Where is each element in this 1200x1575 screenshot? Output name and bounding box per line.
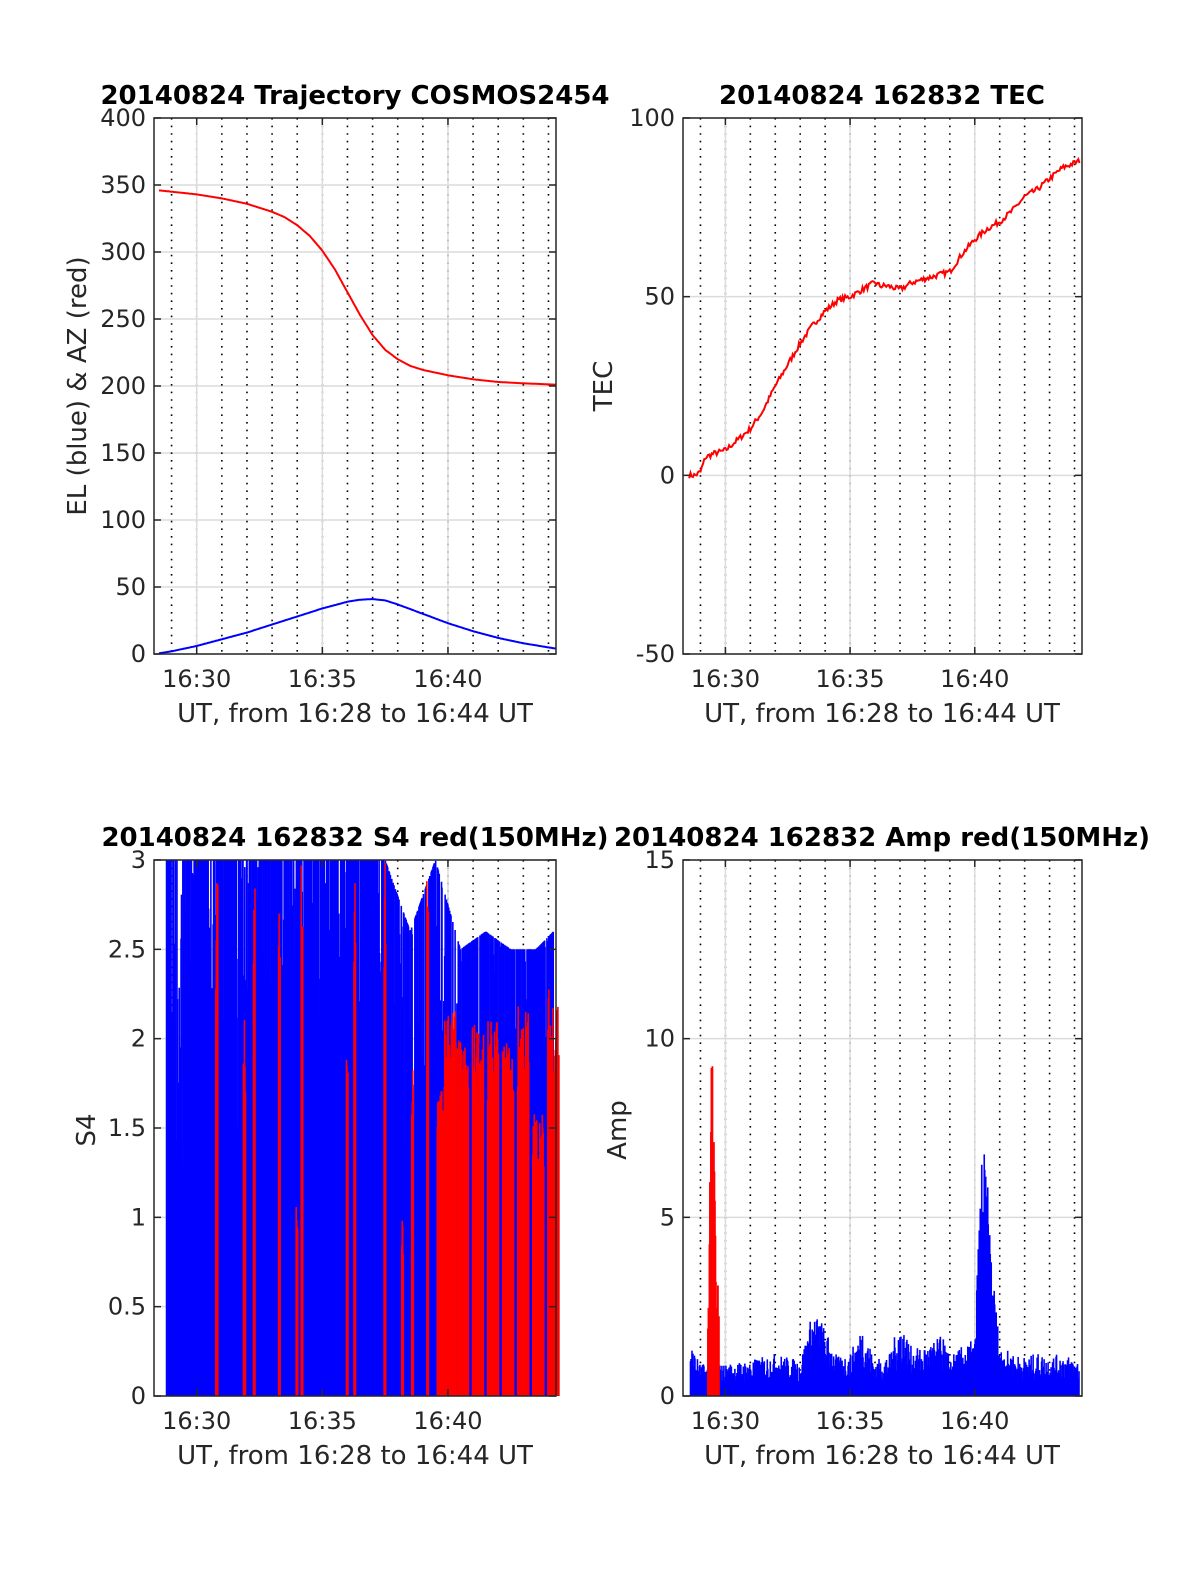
panel-tec-xtick-label: 16:30 — [691, 665, 760, 693]
panel-s4-xtick-label: 16:40 — [413, 1407, 482, 1435]
panel-trajectory-plot: 0 50 100 150 200 250 300 350 400 16:30 16:35 16:40 — [100, 104, 557, 693]
panel-amp-title: 20140824 162832 Amp red(150MHz) — [614, 823, 1150, 853]
panel-trajectory-xlabel: UT, from 16:28 to 16:44 UT — [177, 699, 533, 729]
panel-amp-ytick-label: 0 — [660, 1382, 675, 1410]
panel-tec-series-1 — [688, 157, 1081, 479]
panel-tec-ytick-label: 50 — [644, 283, 675, 311]
panel-amp-series-red — [707, 1066, 720, 1396]
panel-tec-ylabel: TEC — [589, 361, 619, 412]
panel-trajectory-xtick-label: 16:35 — [288, 665, 357, 693]
panel-amp-ytick-label: 15 — [644, 846, 675, 874]
panel-s4-xtick-label: 16:30 — [162, 1407, 231, 1435]
panel-trajectory-ytick-label: 400 — [100, 104, 146, 132]
panel-s4-ytick-label: 2.5 — [108, 935, 146, 963]
panel-tec-xtick-label: 16:40 — [940, 665, 1009, 693]
panel-amp-xlabel: UT, from 16:28 to 16:44 UT — [704, 1441, 1060, 1471]
panel-trajectory-ylabel: EL (blue) & AZ (red) — [63, 256, 93, 515]
panel-s4-ytick-label: 0 — [131, 1382, 146, 1410]
panel-trajectory-ytick-label: 350 — [100, 171, 146, 199]
panel-tec-xlabel: UT, from 16:28 to 16:44 UT — [704, 699, 1060, 729]
panel-amp-ytick-label: 5 — [660, 1203, 675, 1231]
panel-amp-ylabel: Amp — [603, 1100, 633, 1160]
panel-trajectory-ytick-label: 150 — [100, 439, 146, 467]
panel-s4-plot: 0 0.5 1 1.5 2 2.5 3 16:30 16:35 16:40 — [108, 846, 560, 1435]
panel-s4-ytick-label: 1.5 — [108, 1114, 146, 1142]
panel-tec-plot: -50 0 50 100 16:30 16:35 16:40 — [629, 104, 1083, 693]
panel-tec-axes-box — [682, 117, 1083, 655]
panel-amp-series-blue — [689, 1154, 1080, 1396]
panel-s4-ytick-label: 3 — [131, 846, 146, 874]
panel-tec-ytick-label: 0 — [660, 461, 675, 489]
panel-amp-xtick-label: 16:40 — [940, 1407, 1009, 1435]
panel-trajectory: 20140824 Trajectory COSMOS2454 0 50 100 150… — [63, 81, 610, 729]
panel-s4: 20140824 162832 S4 red(150MHz) 0 0.5 1 1.5 2… — [72, 823, 609, 1471]
panel-s4-xlabel: UT, from 16:28 to 16:44 UT — [177, 1441, 533, 1471]
panel-amp-ytick-label: 10 — [644, 1025, 675, 1053]
panel-trajectory-title: 20140824 Trajectory COSMOS2454 — [100, 81, 609, 111]
panel-s4-ylabel: S4 — [72, 1113, 102, 1146]
panel-amp-xtick-label: 16:30 — [691, 1407, 760, 1435]
panel-tec-ytick-label: 100 — [629, 104, 675, 132]
panel-trajectory-ytick-label: 300 — [100, 238, 146, 266]
panel-tec-ytick-label: -50 — [636, 640, 675, 668]
panel-trajectory-ytick-label: 250 — [100, 305, 146, 333]
panel-s4-ytick-label: 1 — [131, 1203, 146, 1231]
panel-trajectory-ytick-label: 100 — [100, 506, 146, 534]
panel-trajectory-ytick-label: 200 — [100, 372, 146, 400]
panel-amp-plot: 0 5 10 15 16:30 16:35 16:40 — [644, 846, 1083, 1435]
panel-tec-title: 20140824 162832 TEC — [719, 81, 1045, 111]
panel-s4-ytick-label: 2 — [131, 1025, 146, 1053]
panel-trajectory-series-2 — [158, 598, 557, 655]
panel-amp-xtick-label: 16:35 — [815, 1407, 884, 1435]
panel-s4-ytick-label: 0.5 — [108, 1293, 146, 1321]
panel-trajectory-xtick-label: 16:40 — [413, 665, 482, 693]
panel-tec-xtick-label: 16:35 — [815, 665, 884, 693]
panel-trajectory-xtick-label: 16:30 — [162, 665, 231, 693]
panel-trajectory-ytick-label: 0 — [131, 640, 146, 668]
panel-trajectory-series-1 — [158, 189, 557, 386]
panel-amp-axes-box — [682, 859, 1083, 1397]
panel-amp: 20140824 162832 Amp red(150MHz) 0 5 10 15 16… — [603, 823, 1150, 1471]
panel-s4-xtick-label: 16:35 — [288, 1407, 357, 1435]
panel-s4-series-red — [215, 862, 560, 1396]
panel-tec: 20140824 162832 TEC -50 0 50 100 16:30 16:35 1… — [589, 81, 1083, 729]
panel-trajectory-ytick-label: 50 — [115, 573, 146, 601]
panel-s4-title: 20140824 162832 S4 red(150MHz) — [101, 823, 608, 853]
